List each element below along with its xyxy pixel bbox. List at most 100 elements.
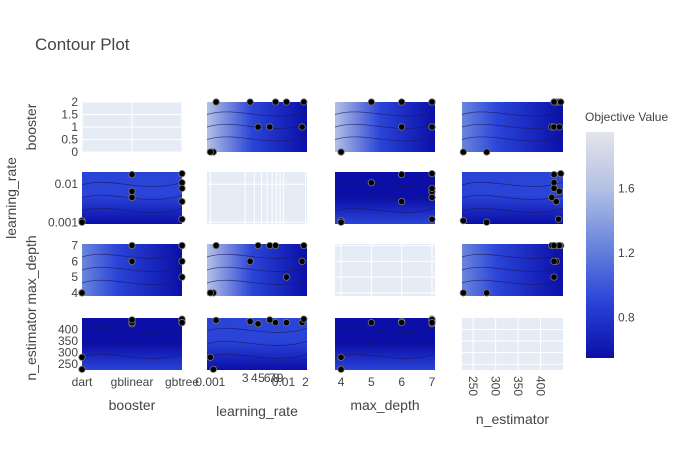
trial-point-1 <box>246 317 254 326</box>
x-tick-label-learning_rate: 6 <box>264 371 271 385</box>
trial-point-0 <box>554 215 563 223</box>
panel-n_estimator-vs-learning_rate <box>206 315 308 373</box>
trial-point-9 <box>550 241 558 250</box>
trial-point-5 <box>178 170 186 178</box>
trial-point-8 <box>128 241 136 250</box>
y-tick-label-n_estimator: 350 <box>58 334 78 348</box>
trial-point-7 <box>282 319 291 327</box>
panel-n_estimator-vs-booster <box>78 315 186 373</box>
colorbar <box>586 132 614 358</box>
trial-point-7 <box>367 179 375 187</box>
trial-point-8 <box>128 187 136 195</box>
trial-point-9 <box>428 184 436 192</box>
x-tick-label-learning_rate: 8 <box>273 371 280 385</box>
trial-point-7 <box>178 273 186 281</box>
trial-point-2 <box>254 123 262 131</box>
panel-max_depth-vs-booster <box>78 241 186 297</box>
trial-point-5 <box>557 170 565 178</box>
x-tick-label-learning_rate: 0.001 <box>195 375 225 389</box>
trial-point-1 <box>552 197 560 206</box>
trial-point-0 <box>212 98 220 106</box>
panel-learning_rate-vs-booster <box>78 170 186 226</box>
x-tick-label-booster: dart <box>72 375 93 389</box>
trial-point-0 <box>212 316 220 324</box>
y-tick-label-n_estimator: 400 <box>58 323 78 337</box>
trial-point-1 <box>178 257 186 265</box>
trial-point-9 <box>428 319 436 327</box>
y-axis-title-n_estimator: n_estimator <box>23 307 39 380</box>
panel-booster-vs-booster <box>81 101 183 153</box>
trial-point-8 <box>555 123 564 131</box>
y-tick-label-booster: 1 <box>71 120 78 134</box>
trial-point-6 <box>337 218 345 226</box>
trial-point-6 <box>206 289 214 297</box>
trial-point-6 <box>206 148 214 156</box>
y-tick-label-max_depth: 4 <box>71 286 78 300</box>
y-tick-label-booster: 1.5 <box>61 108 78 122</box>
trial-point-9 <box>550 98 558 106</box>
panel-learning_rate-vs-max_depth <box>334 170 436 226</box>
trial-point-9 <box>178 241 186 250</box>
trial-point-6 <box>206 353 214 361</box>
trial-point-7 <box>367 98 375 106</box>
trial-point-2 <box>254 320 262 328</box>
panel-booster-vs-learning_rate <box>206 98 308 156</box>
trial-point-5 <box>300 98 308 106</box>
trial-point-0 <box>178 215 186 223</box>
trial-point-3 <box>298 123 306 131</box>
x-tick-label-max_depth: 7 <box>429 375 436 389</box>
x-axis-title-n_estimator: n_estimator <box>476 411 549 427</box>
y-axis-title-max_depth: max_depth <box>23 235 39 304</box>
trial-point-6 <box>483 289 491 297</box>
panel-max_depth-vs-max_depth <box>335 244 435 296</box>
trial-point-8 <box>266 316 274 324</box>
trial-point-4 <box>209 365 217 373</box>
trial-point-6 <box>337 148 345 156</box>
trial-point-4 <box>337 365 345 373</box>
x-tick-label-learning_rate: 7 <box>269 371 276 385</box>
y-tick-label-max_depth: 6 <box>71 254 78 268</box>
trial-point-7 <box>282 98 291 106</box>
y-tick-label-booster: 2 <box>71 95 78 109</box>
panel-n_estimator-vs-n_estimator <box>462 318 563 370</box>
trial-point-5 <box>428 170 436 178</box>
y-axis-title-booster: booster <box>23 103 39 150</box>
trial-point-1 <box>398 197 406 206</box>
trial-point-5 <box>300 315 308 323</box>
trial-point-0 <box>428 215 436 223</box>
trial-point-6 <box>483 218 491 226</box>
trial-point-6 <box>78 218 86 226</box>
trial-point-7 <box>550 273 558 281</box>
trial-point-2 <box>254 241 262 250</box>
trial-point-4 <box>459 217 467 225</box>
trial-point-7 <box>367 319 375 327</box>
trial-point-3 <box>128 257 136 265</box>
x-axis-title-learning_rate: learning_rate <box>216 403 298 419</box>
trial-point-3 <box>128 170 136 179</box>
x-tick-label-learning_rate: 9 <box>277 371 284 385</box>
trial-point-9 <box>178 319 186 327</box>
trial-point-9 <box>271 98 280 106</box>
panel-booster-vs-max_depth <box>334 98 436 156</box>
trial-point-4 <box>459 148 467 156</box>
y-tick-label-booster: 0 <box>71 145 78 159</box>
trial-point-9 <box>550 184 558 192</box>
colorbar-tick-label: 0.8 <box>618 311 635 325</box>
panel-max_depth-vs-n_estimator <box>459 241 565 297</box>
trial-point-1 <box>246 257 254 265</box>
trial-point-3 <box>398 170 406 179</box>
x-tick-label-n_estimator: 350 <box>511 376 525 396</box>
trial-point-6 <box>78 289 86 297</box>
x-tick-label-n_estimator: 300 <box>489 376 503 396</box>
panel-booster-vs-n_estimator <box>459 98 565 156</box>
x-tick-label-learning_rate: 3 <box>242 371 249 385</box>
x-tick-label-learning_rate: 2 <box>302 375 309 389</box>
trial-point-1 <box>178 197 186 206</box>
x-axis-title-max_depth: max_depth <box>350 397 419 413</box>
trial-point-3 <box>550 170 558 179</box>
trial-point-9 <box>428 98 436 106</box>
y-tick-label-learning_rate: 0.001 <box>48 215 78 229</box>
panel-learning_rate-vs-learning_rate <box>207 172 307 224</box>
x-tick-label-booster: gbtree <box>165 375 199 389</box>
trial-point-4 <box>78 365 86 373</box>
